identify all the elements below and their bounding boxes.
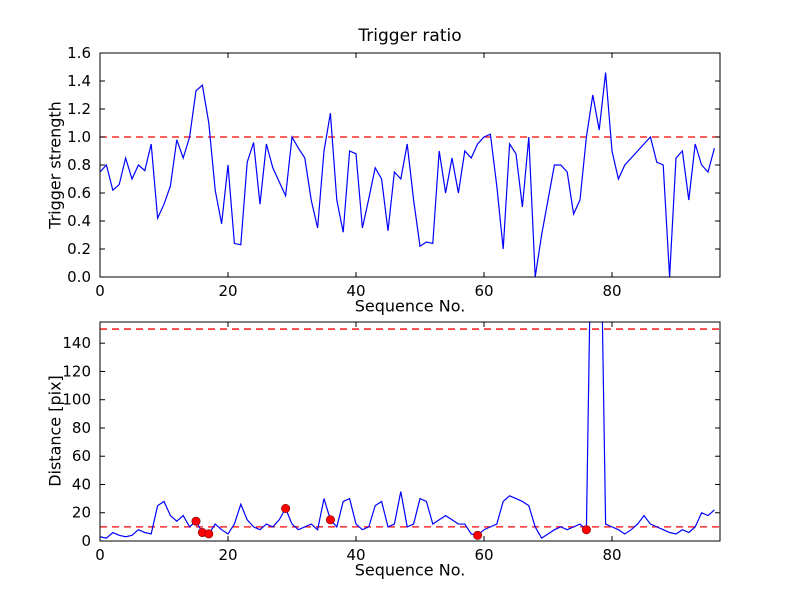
svg-text:100: 100 [62, 391, 91, 409]
svg-text:0.8: 0.8 [67, 156, 91, 174]
svg-text:1.0: 1.0 [67, 128, 91, 146]
chart-title: Trigger ratio [358, 26, 462, 46]
svg-text:1.4: 1.4 [67, 72, 91, 90]
top-x-axis-label: Sequence No. [354, 296, 466, 316]
svg-text:20: 20 [218, 282, 237, 300]
svg-text:40: 40 [346, 546, 365, 564]
bottom-x-axis-label: Sequence No. [354, 560, 466, 580]
svg-text:1.2: 1.2 [67, 100, 91, 118]
svg-text:0.6: 0.6 [67, 184, 91, 202]
svg-text:20: 20 [218, 546, 237, 564]
svg-text:40: 40 [346, 282, 365, 300]
svg-text:140: 140 [62, 334, 91, 352]
svg-text:0: 0 [95, 546, 105, 564]
svg-text:60: 60 [474, 282, 493, 300]
top-y-axis-label: Trigger strength [45, 101, 65, 229]
svg-text:60: 60 [72, 447, 91, 465]
svg-text:0: 0 [95, 282, 105, 300]
svg-text:0.4: 0.4 [67, 212, 91, 230]
svg-text:0.0: 0.0 [67, 268, 91, 286]
svg-text:40: 40 [72, 475, 91, 493]
svg-text:120: 120 [62, 362, 91, 380]
svg-text:1.6: 1.6 [67, 44, 91, 62]
svg-text:80: 80 [602, 546, 621, 564]
svg-text:80: 80 [602, 282, 621, 300]
svg-text:20: 20 [72, 504, 91, 522]
bottom-y-axis-label: Distance [pix] [45, 375, 65, 487]
svg-text:0.2: 0.2 [67, 240, 91, 258]
svg-text:60: 60 [474, 546, 493, 564]
svg-text:80: 80 [72, 419, 91, 437]
svg-text:0: 0 [81, 532, 91, 550]
